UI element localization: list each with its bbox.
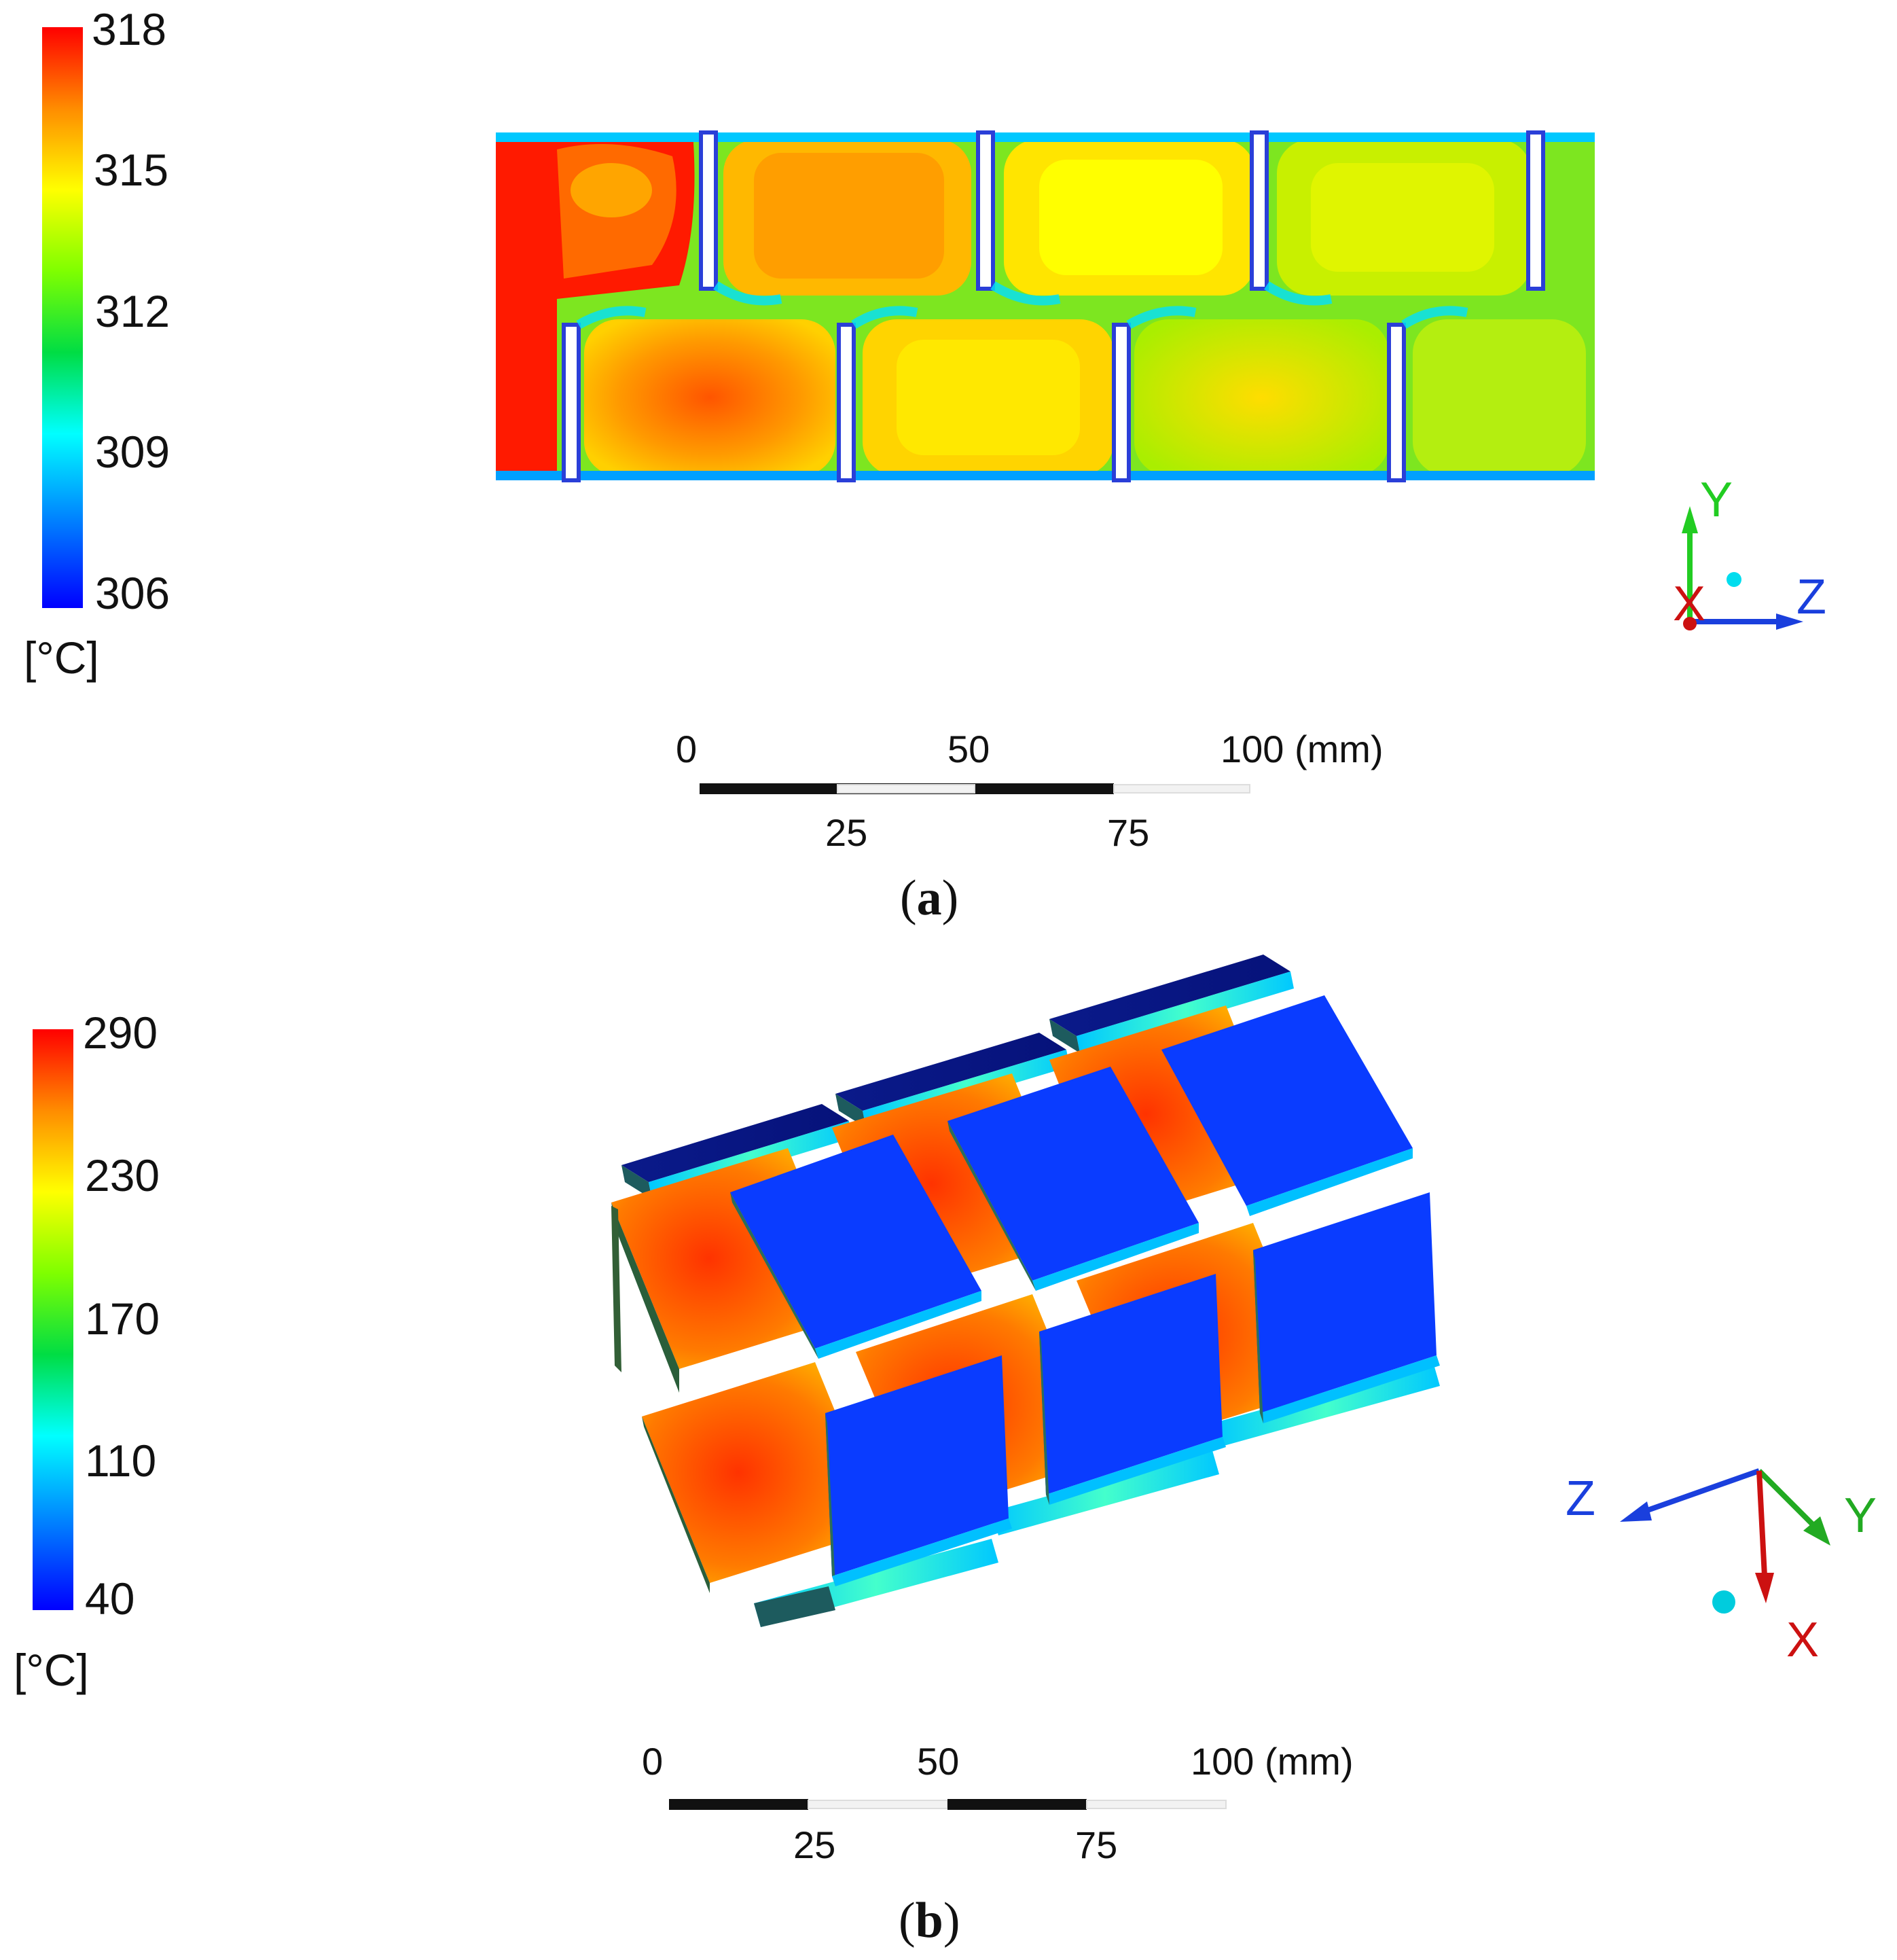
legend-a-tick-0: 318 [92, 4, 167, 54]
legend-b-tick-4: 40 [85, 1573, 135, 1624]
legend-b-tick-1: 230 [85, 1150, 160, 1200]
plate-assembly-b [611, 955, 1440, 1627]
scale-b-label-0: 0 [642, 1740, 664, 1783]
legend-a-tick-1: 315 [94, 145, 169, 195]
scale-bar-a [700, 783, 1250, 794]
triad-a-y-label: Y [1700, 473, 1733, 527]
temperature-contour-a [496, 130, 1595, 482]
legend-b-colorbar [33, 1029, 73, 1610]
triad-b-y-label: Y [1844, 1489, 1877, 1543]
legend-b-unit: [°C] [14, 1645, 89, 1695]
scale-b-label-50: 50 [917, 1740, 960, 1783]
legend-a-unit: [°C] [24, 632, 99, 683]
scale-a-label-75: 75 [1107, 811, 1150, 854]
legend-b-tick-0: 290 [83, 1008, 158, 1058]
caption-a: (a) [900, 870, 959, 926]
triad-a-z-label: Z [1796, 570, 1826, 624]
legend-a-tick-3: 309 [95, 427, 170, 477]
scale-b-label-25: 25 [793, 1823, 836, 1866]
legend-a-colorbar [42, 27, 83, 608]
scale-bar-b [669, 1799, 1227, 1810]
legend-a-tick-4: 306 [95, 568, 170, 618]
legend-a-tick-2: 312 [95, 286, 170, 336]
scale-a-label-50: 50 [947, 728, 990, 770]
triad-b-z-label: Z [1566, 1472, 1595, 1526]
axis-triad-a [1682, 506, 1803, 630]
caption-b: (b) [899, 1893, 960, 1948]
scale-a-label-25: 25 [825, 811, 868, 854]
triad-a-x-label: X [1673, 577, 1706, 631]
scale-b-label-100: 100 (mm) [1191, 1740, 1354, 1783]
axis-triad-b [1620, 1468, 1830, 1614]
legend-b-tick-2: 170 [85, 1294, 160, 1344]
scale-a-label-0: 0 [676, 728, 698, 770]
legend-b-tick-3: 110 [85, 1436, 157, 1486]
scale-a-label-100: 100 (mm) [1221, 728, 1384, 770]
scale-b-label-75: 75 [1075, 1823, 1118, 1866]
triad-b-x-label: X [1786, 1613, 1820, 1667]
